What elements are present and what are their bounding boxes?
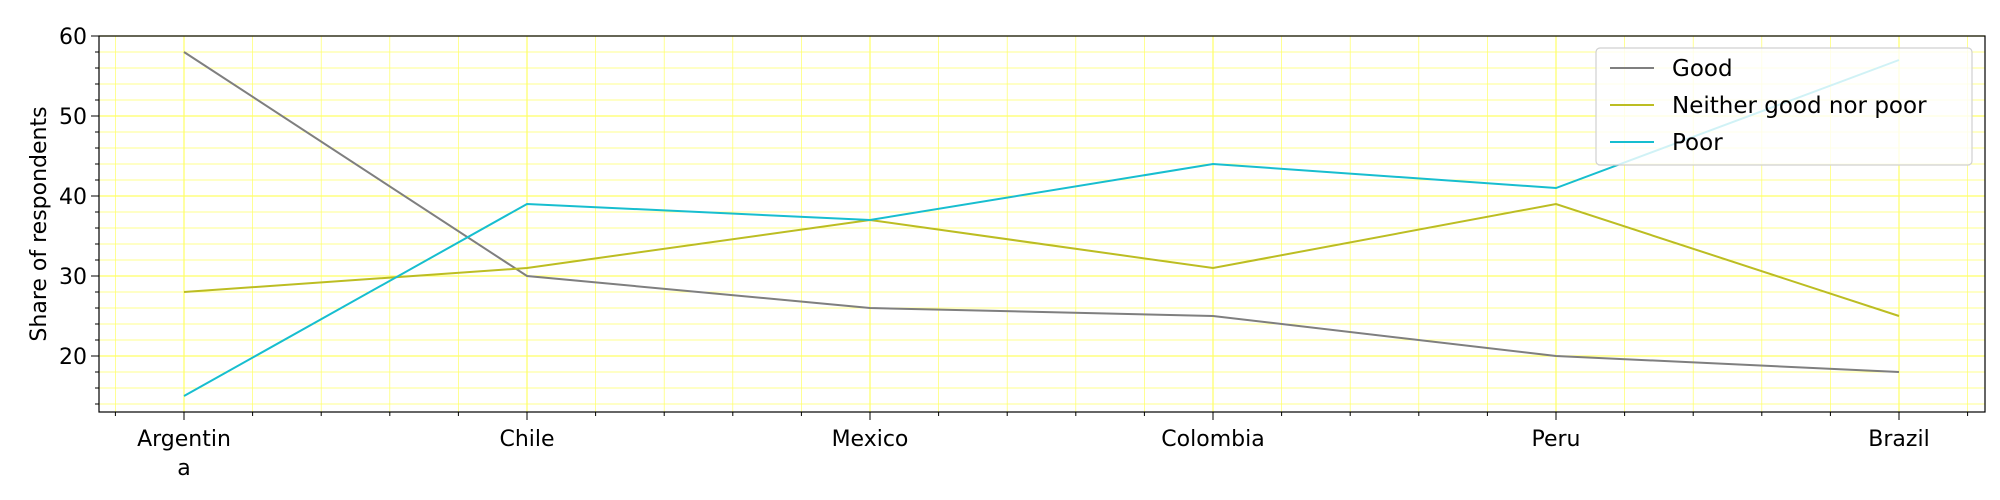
series-lines bbox=[183, 51, 1900, 397]
y-tick-label: 60 bbox=[59, 25, 87, 50]
x-tick-label: Peru bbox=[1531, 427, 1580, 452]
x-tick-label: Mexico bbox=[832, 427, 909, 452]
x-tick-label: a bbox=[177, 456, 190, 481]
y-axis-label: Share of respondents bbox=[27, 106, 52, 341]
plot-frame bbox=[98, 35, 1986, 413]
legend-label: Neither good nor poor bbox=[1672, 93, 1927, 119]
y-axis: 20 30 40 50 60 bbox=[59, 25, 99, 405]
x-axis: Argentin a Chile Mexico Colombia Peru Brazil bbox=[114, 412, 1969, 481]
legend-box bbox=[1595, 47, 1973, 166]
series-line-2 bbox=[183, 59, 1900, 397]
x-tick-label: Argentin bbox=[137, 427, 231, 452]
y-tick-label: 40 bbox=[59, 185, 87, 210]
series-line-1 bbox=[183, 202, 1900, 317]
y-tick-label: 50 bbox=[59, 105, 87, 130]
legend-label: Good bbox=[1672, 56, 1733, 82]
legend: Good Neither good nor poor Poor bbox=[1595, 47, 1973, 166]
x-tick-label: Chile bbox=[499, 427, 554, 452]
x-tick-label: Brazil bbox=[1868, 427, 1929, 452]
y-tick-label: 30 bbox=[59, 265, 87, 290]
y-tick-label: 20 bbox=[59, 345, 87, 370]
legend-label: Poor bbox=[1672, 130, 1723, 156]
x-tick-label: Colombia bbox=[1161, 427, 1264, 452]
series-line-0 bbox=[183, 51, 1900, 373]
